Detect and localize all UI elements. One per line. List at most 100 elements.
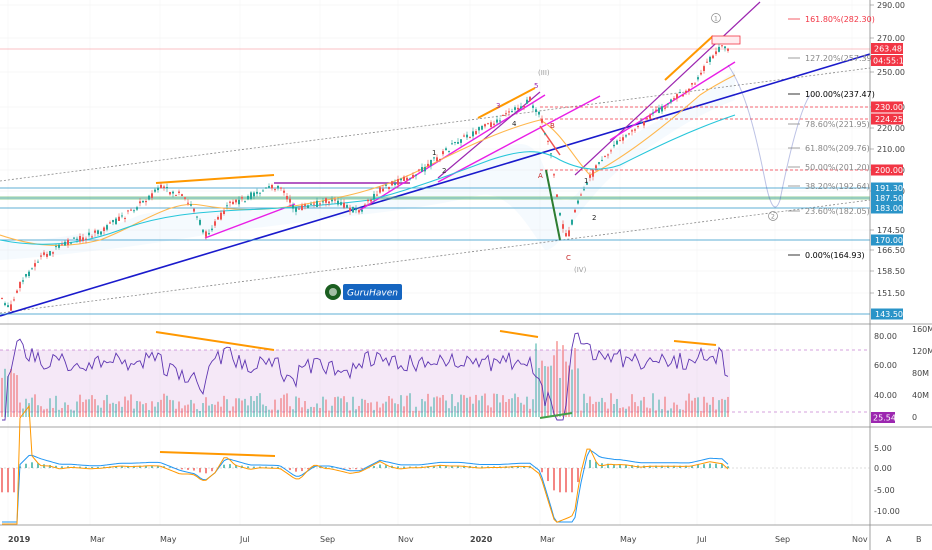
volume-bar: [406, 395, 408, 417]
candle-body: [97, 230, 99, 234]
candle-body: [103, 227, 105, 232]
volume-bar: [109, 403, 111, 417]
candle-body: [583, 189, 585, 191]
volume-bar: [307, 408, 309, 417]
volume-bar: [112, 402, 114, 417]
volume-bar: [661, 409, 663, 417]
volume-bar: [514, 393, 516, 417]
volume-bar: [607, 408, 609, 417]
macd-hist-bar: [415, 466, 417, 468]
candle-body: [175, 194, 177, 196]
macd-hist-bar: [439, 465, 441, 468]
candle-body: [67, 239, 69, 245]
candle-body: [631, 130, 633, 132]
candle-body: [373, 193, 375, 200]
candle-body: [91, 236, 93, 238]
candle-body: [481, 125, 483, 130]
candle-body: [505, 113, 507, 115]
candle-body: [61, 244, 63, 246]
volume-bar: [355, 409, 357, 417]
macd-hist-bar: [211, 468, 213, 472]
macd-hist-bar: [145, 465, 147, 468]
volume-bar: [655, 410, 657, 417]
volume-bar: [565, 361, 567, 417]
time-tick-label: Jul: [239, 535, 250, 544]
volume-bar: [52, 407, 54, 417]
candle-body: [85, 238, 87, 240]
candle-body: [352, 206, 354, 213]
candle-body: [700, 72, 702, 75]
candle-body: [274, 189, 276, 191]
volume-bar: [559, 377, 561, 417]
wave-circle-1: [711, 13, 721, 23]
ma-long-line: [0, 114, 736, 245]
volume-bar: [316, 403, 318, 417]
time-tick-label: Mar: [90, 535, 106, 544]
volume-bar: [589, 396, 591, 417]
volume-bar: [409, 393, 411, 417]
candle-body: [499, 120, 501, 122]
candle-body: [364, 204, 366, 206]
time-tick-label: May: [160, 535, 177, 544]
volume-bar: [262, 404, 264, 417]
macd-hist-bar: [289, 468, 291, 471]
candle-body: [388, 186, 390, 190]
volume-bar: [508, 399, 510, 417]
volume-bar: [577, 368, 579, 417]
button-a[interactable]: A: [886, 535, 892, 544]
candle-body: [187, 202, 189, 204]
volume-bar: [457, 402, 459, 417]
macd-hist-bar: [559, 468, 561, 493]
candle-body: [520, 106, 522, 109]
price-tick-label: 166.50: [877, 246, 905, 255]
volume-bar: [4, 368, 6, 417]
macd-hist-bar: [385, 465, 387, 468]
candle-body: [484, 124, 486, 127]
candle-body: [421, 167, 423, 172]
volume-bar: [418, 410, 420, 417]
candle-body: [556, 194, 558, 198]
indicator-axes: 80.00 60.00 40.00 160M 120M 80M 40M 0 5.00 0.00 -5…: [874, 325, 932, 516]
volume-bar: [481, 395, 483, 417]
volume-bar: [658, 399, 660, 417]
volume-bar: [709, 404, 711, 417]
wave-circle-1-label: 1: [714, 16, 718, 23]
candle-body: [688, 88, 690, 92]
projection-path: [727, 64, 811, 208]
volume-bar: [271, 409, 273, 417]
level-badge-label: 143.50: [875, 310, 903, 319]
candle-body: [400, 178, 402, 181]
candle-body: [289, 198, 291, 203]
volume-bar: [487, 405, 489, 417]
fib-label: 50.00%(201.20): [805, 163, 870, 172]
rsi-tick-label: 80.00: [874, 332, 897, 341]
candle-body: [625, 135, 627, 137]
macd-hist-bar: [181, 468, 183, 470]
macd-hist-bar: [577, 468, 579, 483]
macd-hist-bar: [85, 466, 87, 468]
volume-bar: [283, 394, 285, 417]
volume-bar: [601, 397, 603, 417]
candle-body: [10, 304, 12, 311]
volume-bar: [478, 400, 480, 417]
rsi-tick-label: 60.00: [874, 361, 897, 370]
volume-bar: [7, 376, 9, 417]
macd-hist-bar: [409, 466, 411, 468]
candle-body: [634, 129, 636, 131]
candle-body: [358, 210, 360, 213]
button-b[interactable]: B: [916, 535, 922, 544]
volume-bar: [673, 402, 675, 417]
candle-body: [214, 221, 216, 226]
candle-body: [511, 111, 513, 113]
candle-body: [211, 228, 213, 231]
macd-hist-bar: [547, 468, 549, 482]
volume-bar: [493, 393, 495, 417]
rsi-current-badge: 25.54: [871, 412, 896, 423]
candle-body: [619, 140, 621, 142]
macd-hist-bar: [307, 468, 309, 470]
volume-bar: [580, 410, 582, 417]
candle-body: [208, 233, 210, 235]
fib-label: 23.60%(182.05): [805, 207, 870, 216]
volume-bar: [538, 367, 540, 417]
